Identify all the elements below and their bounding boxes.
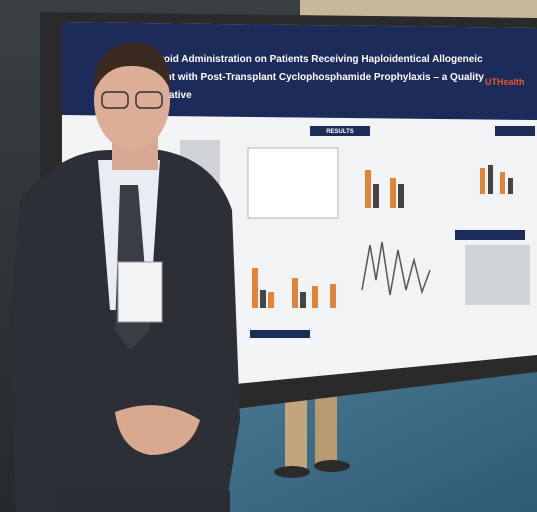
- poster-logo: UTHealth: [485, 77, 525, 87]
- trousers: [60, 490, 230, 512]
- face: [94, 50, 170, 150]
- poster-table: [247, 147, 339, 219]
- section-heading: RESULTS: [326, 129, 354, 135]
- hands: [115, 405, 200, 455]
- section-bar: [310, 126, 370, 136]
- shoe: [274, 466, 310, 478]
- poster-header: [62, 22, 537, 120]
- hair: [93, 42, 171, 92]
- passerby-leg: [285, 390, 307, 470]
- poster-title: itiative: [160, 90, 192, 101]
- section-bar: [250, 330, 310, 338]
- glasses: [101, 91, 129, 109]
- poster-chart: [252, 168, 505, 308]
- poster-chart: [260, 165, 513, 308]
- poster-line-chart: [361, 241, 431, 296]
- passerby-leg: [315, 390, 337, 465]
- glasses: [135, 91, 163, 109]
- section-bar: [495, 126, 535, 136]
- poster-title: ant with Post-Transplant Cyclophosphamid…: [160, 72, 484, 83]
- shoe: [314, 460, 350, 472]
- poster-title: roid Administration on Patients Receivin…: [160, 54, 483, 65]
- section-bar: [455, 230, 525, 240]
- name-badge: [117, 261, 163, 323]
